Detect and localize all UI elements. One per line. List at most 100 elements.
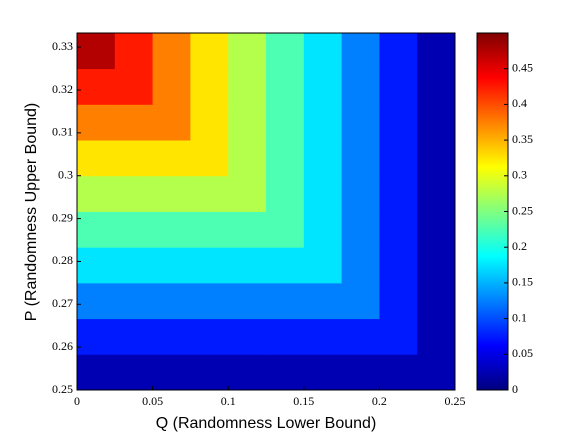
heatmap-cell [190, 282, 229, 320]
heatmap-cell [228, 318, 267, 355]
heatmap-cell [379, 68, 418, 105]
heatmap-cell [266, 33, 305, 70]
heatmap-cell [190, 247, 229, 284]
heatmap-cell [341, 247, 380, 284]
heatmap-cell [379, 33, 418, 70]
y-tick-label: 0.25 [52, 382, 73, 396]
heatmap-cell [228, 139, 267, 177]
heatmap-cell [266, 175, 305, 212]
x-tick-label: 0.05 [142, 394, 163, 408]
heatmap-cell [303, 318, 343, 355]
heatmap-cell [228, 68, 267, 105]
heatmap-cell [341, 104, 380, 141]
heatmap-cell [114, 211, 154, 248]
heatmap-cell [417, 354, 456, 391]
colorbar [476, 32, 509, 391]
heatmap-cell [341, 318, 380, 355]
heatmap-cell [114, 282, 154, 320]
heatmap-cell [152, 175, 191, 212]
heatmap-cell [303, 33, 343, 70]
heatmap-cell [379, 211, 418, 248]
y-tick-label: 0.27 [52, 296, 73, 310]
heatmap-cell [266, 282, 305, 320]
heatmap-cell [379, 318, 418, 355]
heatmap-cell [114, 139, 154, 177]
heatmap-cell [190, 68, 229, 105]
y-tick-label: 0.33 [52, 39, 73, 53]
heatmap-cell [341, 68, 380, 105]
heatmap-cell [152, 104, 191, 141]
colorbar-tick-label: 0 [512, 382, 518, 396]
heatmap-cell [190, 104, 229, 141]
heatmap-cell [341, 282, 380, 320]
colorbar-tick-label: 0.3 [512, 168, 527, 182]
heatmap-cell [190, 33, 229, 70]
heatmap-cell [417, 318, 456, 355]
x-tick-label: 0.25 [445, 394, 466, 408]
heatmap-cell [303, 247, 343, 284]
heatmap-cell [77, 139, 116, 177]
heatmap-cell [379, 104, 418, 141]
heatmap-cell [228, 104, 267, 141]
heatmap-cell [303, 354, 343, 391]
colorbar-tick-label: 0.45 [512, 60, 533, 74]
heatmap-cell [341, 175, 380, 212]
heatmap-cell [417, 104, 456, 141]
heatmap-cell [228, 175, 267, 212]
heatmap-cell [114, 33, 154, 70]
heatmap-cell [190, 175, 229, 212]
plot-frame [76, 32, 456, 391]
heatmap-cell [266, 211, 305, 248]
y-tick-label: 0.26 [52, 339, 73, 353]
heatmap-cell [77, 318, 116, 355]
heatmap-cell [228, 247, 267, 284]
heatmap-cell [77, 247, 116, 284]
heatmap-cell [228, 354, 267, 391]
heatmap-cell [266, 139, 305, 177]
heatmap-cell [152, 318, 191, 355]
heatmap-cell [417, 139, 456, 177]
heatmap-cell [266, 104, 305, 141]
heatmap-cell [379, 175, 418, 212]
heatmap-cell [77, 282, 116, 320]
heatmap-cell [77, 211, 116, 248]
heatmap-cell [417, 282, 456, 320]
heatmap-cell [303, 104, 343, 141]
heatmap-cell [190, 139, 229, 177]
heatmap-cell [114, 175, 154, 212]
heatmap-cell [266, 247, 305, 284]
heatmap-cell [190, 211, 229, 248]
heatmap-cell [266, 318, 305, 355]
y-tick-label: 0.3 [58, 167, 73, 181]
y-tick-label: 0.28 [52, 253, 73, 267]
heatmap-cell [341, 354, 380, 391]
colorbar-tick-label: 0.05 [512, 346, 533, 360]
heatmap-cell [341, 139, 380, 177]
heatmap-cell [152, 33, 191, 70]
heatmap-cell [417, 33, 456, 70]
colorbar-tick-label: 0.25 [512, 203, 533, 217]
heatmap-cell [190, 318, 229, 355]
heatmap-cell [114, 354, 154, 391]
heatmap-cell [303, 211, 343, 248]
heatmap-cell [417, 247, 456, 284]
x-tick-label: 0.15 [293, 394, 314, 408]
x-axis-label: Q (Randomness Lower Bound) [156, 415, 377, 432]
heatmap-cell [77, 33, 116, 70]
x-tick-label: 0.1 [221, 394, 236, 408]
heatmap-cell [228, 282, 267, 320]
heatmap-cell [341, 211, 380, 248]
x-tick-label: 0.2 [372, 394, 387, 408]
x-tick-label: 0 [74, 394, 80, 408]
heatmap-cell [152, 247, 191, 284]
heatmap-cell [417, 68, 456, 105]
heatmap-cell [266, 68, 305, 105]
heatmap-cell [77, 175, 116, 212]
heatmap-cell [379, 354, 418, 391]
y-tick-label: 0.31 [52, 125, 73, 139]
colorbar-tick-label: 0.35 [512, 132, 533, 146]
heatmap-cell [379, 282, 418, 320]
heatmap-cell [228, 33, 267, 70]
heatmap-cell [379, 247, 418, 284]
